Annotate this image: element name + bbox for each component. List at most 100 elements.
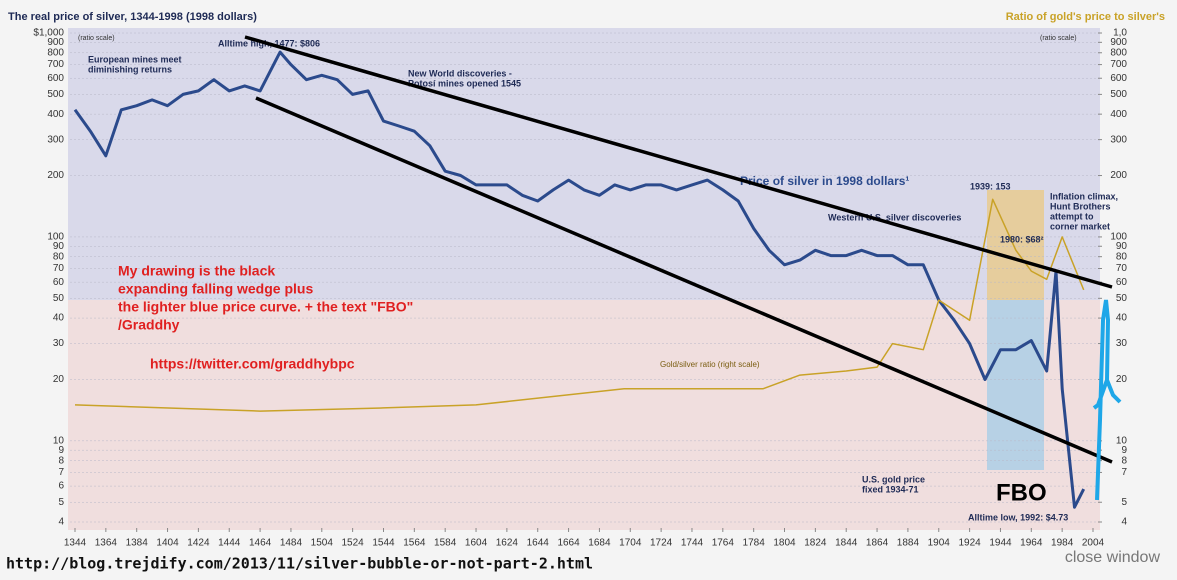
x-tick-label: 1524 (342, 538, 365, 549)
series-label: Gold/silver ratio (right scale) (660, 360, 760, 369)
scale-note: (ratio scale) (78, 35, 115, 42)
x-tick-label: 1844 (835, 538, 858, 549)
x-tick-label: 1944 (989, 538, 1012, 549)
y-tick-label: 800 (47, 47, 64, 58)
annotation: Potosí mines opened 1545 (408, 78, 521, 88)
x-tick-label: 1444 (218, 538, 241, 549)
x-tick-label: 1384 (126, 538, 149, 549)
x-tick-label: 1504 (311, 538, 334, 549)
x-tick-label: 1624 (496, 538, 519, 549)
series-label: Price of silver in 1998 dollars¹ (740, 174, 909, 188)
x-tick-label: 1344 (64, 538, 87, 549)
y-tick-label: 70 (53, 263, 65, 274)
right-title: Ratio of gold's price to silver's (1006, 11, 1165, 23)
y-tick-label: 50 (53, 293, 65, 304)
x-tick-label: 1464 (249, 538, 272, 549)
y2-tick-label: 5 (1121, 497, 1127, 508)
y2-tick-label: 300 (1110, 134, 1127, 145)
y2-tick-label: 4 (1121, 517, 1127, 528)
y-tick-label: 80 (53, 251, 65, 262)
annotation: fixed 1934-71 (862, 484, 919, 494)
y2-tick-label: 500 (1110, 89, 1127, 100)
y-tick-label: 8 (58, 455, 64, 466)
x-tick-label: 1364 (95, 538, 118, 549)
y2-tick-label: 700 (1110, 59, 1127, 70)
y-tick-label: 7 (58, 467, 64, 478)
x-tick-label: 1864 (866, 538, 889, 549)
series-line (73, 50, 1086, 509)
y-tick-label: 30 (53, 338, 65, 349)
y2-tick-label: 80 (1116, 251, 1128, 262)
chart-title: The real price of silver, 1344-1998 (199… (8, 11, 257, 23)
hand-drawing (1092, 299, 1122, 501)
y2-tick-label: 20 (1116, 374, 1128, 385)
y2-tick-label: 800 (1110, 47, 1127, 58)
y2-tick-label: 70 (1116, 263, 1128, 274)
y-tick-label: 200 (47, 170, 64, 181)
y2-tick-label: 8 (1121, 455, 1127, 466)
fbo-label: FBO (996, 479, 1047, 506)
x-tick-label: 1984 (1051, 538, 1074, 549)
y2-tick-label: 9 (1121, 445, 1127, 456)
y2-tick-label: 30 (1116, 338, 1128, 349)
x-tick-label: 1684 (588, 538, 611, 549)
x-tick-label: 1764 (712, 538, 735, 549)
x-tick-label: 1804 (773, 538, 796, 549)
wedge-line (244, 35, 1113, 289)
x-tick-label: 1604 (465, 538, 488, 549)
annotation: 1939: 153 (970, 181, 1011, 191)
x-tick-label: 1484 (280, 538, 303, 549)
annotation: attempt to (1050, 211, 1094, 221)
x-tick-label: 1824 (804, 538, 827, 549)
y-tick-label: 300 (47, 134, 64, 145)
y-tick-label: 10 (53, 435, 65, 446)
y-tick-label: 6 (58, 481, 64, 492)
y2-tick-label: 200 (1110, 170, 1127, 181)
x-tick-label: 1884 (897, 538, 920, 549)
x-tick-label: 1904 (928, 538, 951, 549)
y2-tick-label: 60 (1116, 277, 1128, 288)
y2-tick-label: 50 (1116, 293, 1128, 304)
annotation: Alltime low, 1992: $4.73 (968, 512, 1068, 522)
annotation: U.S. gold price (862, 474, 925, 484)
x-tick-label: 1704 (619, 538, 642, 549)
upper-band (68, 28, 1100, 300)
y-tick-label: 500 (47, 89, 64, 100)
close-window[interactable]: close window (1065, 549, 1161, 566)
x-tick-label: 1964 (1020, 538, 1043, 549)
x-tick-label: 1744 (681, 538, 704, 549)
lower-band (68, 300, 1100, 530)
y-tick-label: $1,000 (33, 28, 64, 39)
y2-tick-label: 100 (1110, 232, 1127, 243)
y-tick-label: 90 (53, 241, 65, 252)
annotation: Inflation climax, (1050, 191, 1118, 201)
scale-note: (ratio scale) (1040, 35, 1077, 42)
annotation: diminishing returns (88, 64, 172, 74)
wedge-line (255, 96, 1113, 464)
y2-tick-label: 10 (1116, 435, 1128, 446)
x-tick-label: 1564 (403, 538, 426, 549)
x-tick-label: 1724 (650, 538, 673, 549)
y-tick-label: 100 (47, 232, 64, 243)
y2-tick-label: 400 (1110, 109, 1127, 120)
y-tick-label: 5 (58, 497, 64, 508)
y2-tick-label: 600 (1110, 73, 1127, 84)
x-tick-label: 1664 (557, 538, 580, 549)
twitter-link: https://twitter.com/graddhybpc (150, 356, 355, 372)
source-url: http://blog.trejdify.com/2013/11/silver-… (6, 555, 593, 573)
y2-tick-label: 900 (1110, 37, 1127, 48)
y2-tick-label: 7 (1121, 467, 1127, 478)
note-line: expanding falling wedge plus (118, 281, 313, 297)
y2-tick-label: 1,0 (1113, 28, 1127, 39)
y-tick-label: 400 (47, 109, 64, 120)
note-line: the lighter blue price curve. + the text… (118, 299, 413, 315)
x-tick-label: 1644 (527, 538, 550, 549)
y-tick-label: 600 (47, 73, 64, 84)
fixed-gold-band (987, 300, 1044, 470)
annotation: Western U.S. silver discoveries (828, 212, 961, 222)
y-tick-label: 4 (58, 517, 64, 528)
annotation: corner market (1050, 221, 1110, 231)
x-tick-label: 1584 (434, 538, 457, 549)
note-line: My drawing is the black (118, 263, 275, 279)
